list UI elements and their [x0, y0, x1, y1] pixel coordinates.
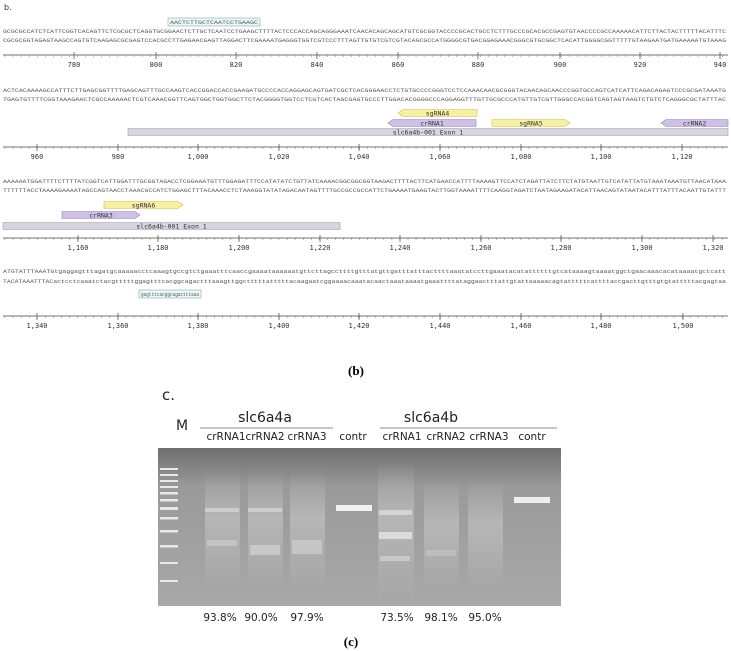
efficiency: 93.8% [203, 612, 236, 624]
efficiency: 97.9% [290, 612, 323, 624]
feature-arrow [397, 109, 478, 117]
ruler-label: 1,340 [26, 322, 47, 330]
primer-box [167, 17, 261, 27]
ruler-label: 800 [150, 61, 163, 69]
panel-label: c. [162, 386, 175, 404]
group-label: slc6a4a [238, 410, 292, 426]
ruler-label: 900 [554, 61, 567, 69]
ruler-label: 1,160 [67, 244, 88, 252]
sequence-bottom: TTTTTTACCTAAAAGAAAATAGCCAGTAACCTAAACGCCA… [3, 187, 727, 194]
feature-arrow [660, 119, 729, 127]
ruler-label: 820 [230, 61, 243, 69]
ruler-label: 1,280 [550, 244, 571, 252]
feature-label: sgRNA4 [426, 109, 450, 117]
sequence-bottom: CGCGCGGTAGAGTAAGCCAGTGTCAAGAGCGCGAGTCCAC… [3, 37, 727, 44]
group-label: slc6a4b [404, 410, 458, 426]
sequence-top: ACTCACAAAAGCCATTTCTTGAGCGGTTTTGAGCAGTTTG… [3, 87, 727, 94]
panel-label: b. [4, 3, 12, 12]
feature-label: sgRNA5 [519, 119, 543, 127]
ruler-label: 980 [112, 153, 125, 161]
gel-image [158, 448, 561, 606]
efficiency: 90.0% [244, 612, 277, 624]
ruler-label: 880 [472, 61, 485, 69]
sequence-top: ATGTATTTAAATGtgaggagtttagatgcaaaaacctcaa… [3, 268, 726, 275]
sequence-top: GCGCGCCATCTCATTCGGTCACAGTTCTCGCGCTCAGGTG… [3, 28, 727, 35]
feature-label: crRNA3 [89, 211, 113, 219]
efficiency: 95.0% [468, 612, 501, 624]
ruler-label: 1,380 [187, 322, 208, 330]
ruler-label: 1,260 [470, 244, 491, 252]
feature-arrow [2, 222, 341, 230]
feature-label: crRNA2 [683, 119, 707, 127]
sequence-bottom: TGAGTGTTTTCGGTAAAGAACTCGCCAAAAACTCGTCAAA… [3, 96, 727, 103]
efficiency: 98.1% [424, 612, 457, 624]
lane-label: crRNA3 [469, 431, 508, 443]
lane-label: contr [339, 431, 367, 443]
lane-label: crRNA1 [382, 431, 421, 443]
ruler-label: 1,440 [429, 322, 450, 330]
feature-arrow [491, 119, 571, 127]
feature-label: slc6a4b-001 Exon 1 [393, 128, 464, 136]
marker-label: M [176, 418, 188, 434]
ruler-label: 1,320 [702, 244, 723, 252]
ruler-label: 940 [714, 61, 727, 69]
ruler-label: 920 [634, 61, 647, 69]
ruler-label: 1,360 [107, 322, 128, 330]
ruler-label: 1,300 [631, 244, 652, 252]
ruler-label: 1,040 [348, 153, 369, 161]
feature-arrow [387, 119, 477, 127]
caption: (b) [348, 363, 364, 378]
ruler-label: 1,100 [590, 153, 611, 161]
ruler-label: 1,500 [672, 322, 693, 330]
lane-label: crRNA1 [206, 431, 245, 443]
lane-label: crRNA2 [426, 431, 465, 443]
efficiency: 73.5% [380, 612, 413, 624]
lane-label: contr [518, 431, 546, 443]
ruler-label: 1,060 [429, 153, 450, 161]
ladder [160, 468, 178, 582]
ruler-label: 1,200 [228, 244, 249, 252]
ruler-label: 1,180 [147, 244, 168, 252]
lane-label: crRNA3 [287, 431, 326, 443]
sequence-top: AAAAAATGGATTTTCTTTTATCGGTCATTGGATTTGCGGT… [3, 178, 727, 185]
ruler-label: 840 [311, 61, 324, 69]
ruler-label: 1,460 [510, 322, 531, 330]
ruler-label: 1,400 [268, 322, 289, 330]
ruler-label: 1,240 [389, 244, 410, 252]
feature-label: crRNA1 [420, 119, 444, 127]
feature-arrow [61, 211, 141, 219]
primer-box [138, 289, 202, 299]
ruler-label: 860 [392, 61, 405, 69]
ruler-label: 1,000 [187, 153, 208, 161]
ruler-label: 1,020 [268, 153, 289, 161]
lane-label: crRNA2 [245, 431, 284, 443]
primer: AACTCTTGCTCAATCCTGAAGC [170, 19, 259, 26]
feature-label: sgRNA6 [132, 201, 156, 209]
sequence-bottom: TACATAAATTTACactcctcaaatctacgtttttggagtt… [3, 278, 727, 285]
ruler-label: 1,420 [348, 322, 369, 330]
caption: (c) [344, 634, 358, 649]
feature-arrow [103, 201, 184, 209]
ruler-label: 1,220 [309, 244, 330, 252]
ruler-label: 780 [68, 61, 81, 69]
primer: gagtttcacggcagactttaaa [141, 291, 199, 298]
ruler-label: 1,080 [510, 153, 531, 161]
ruler-label: 1,480 [590, 322, 611, 330]
feature-label: slc6a4b-001 Exon 1 [136, 222, 207, 230]
ruler-label: 960 [31, 153, 44, 161]
ruler-label: 1,120 [671, 153, 692, 161]
lanes [205, 460, 550, 600]
feature-arrow [127, 128, 729, 136]
